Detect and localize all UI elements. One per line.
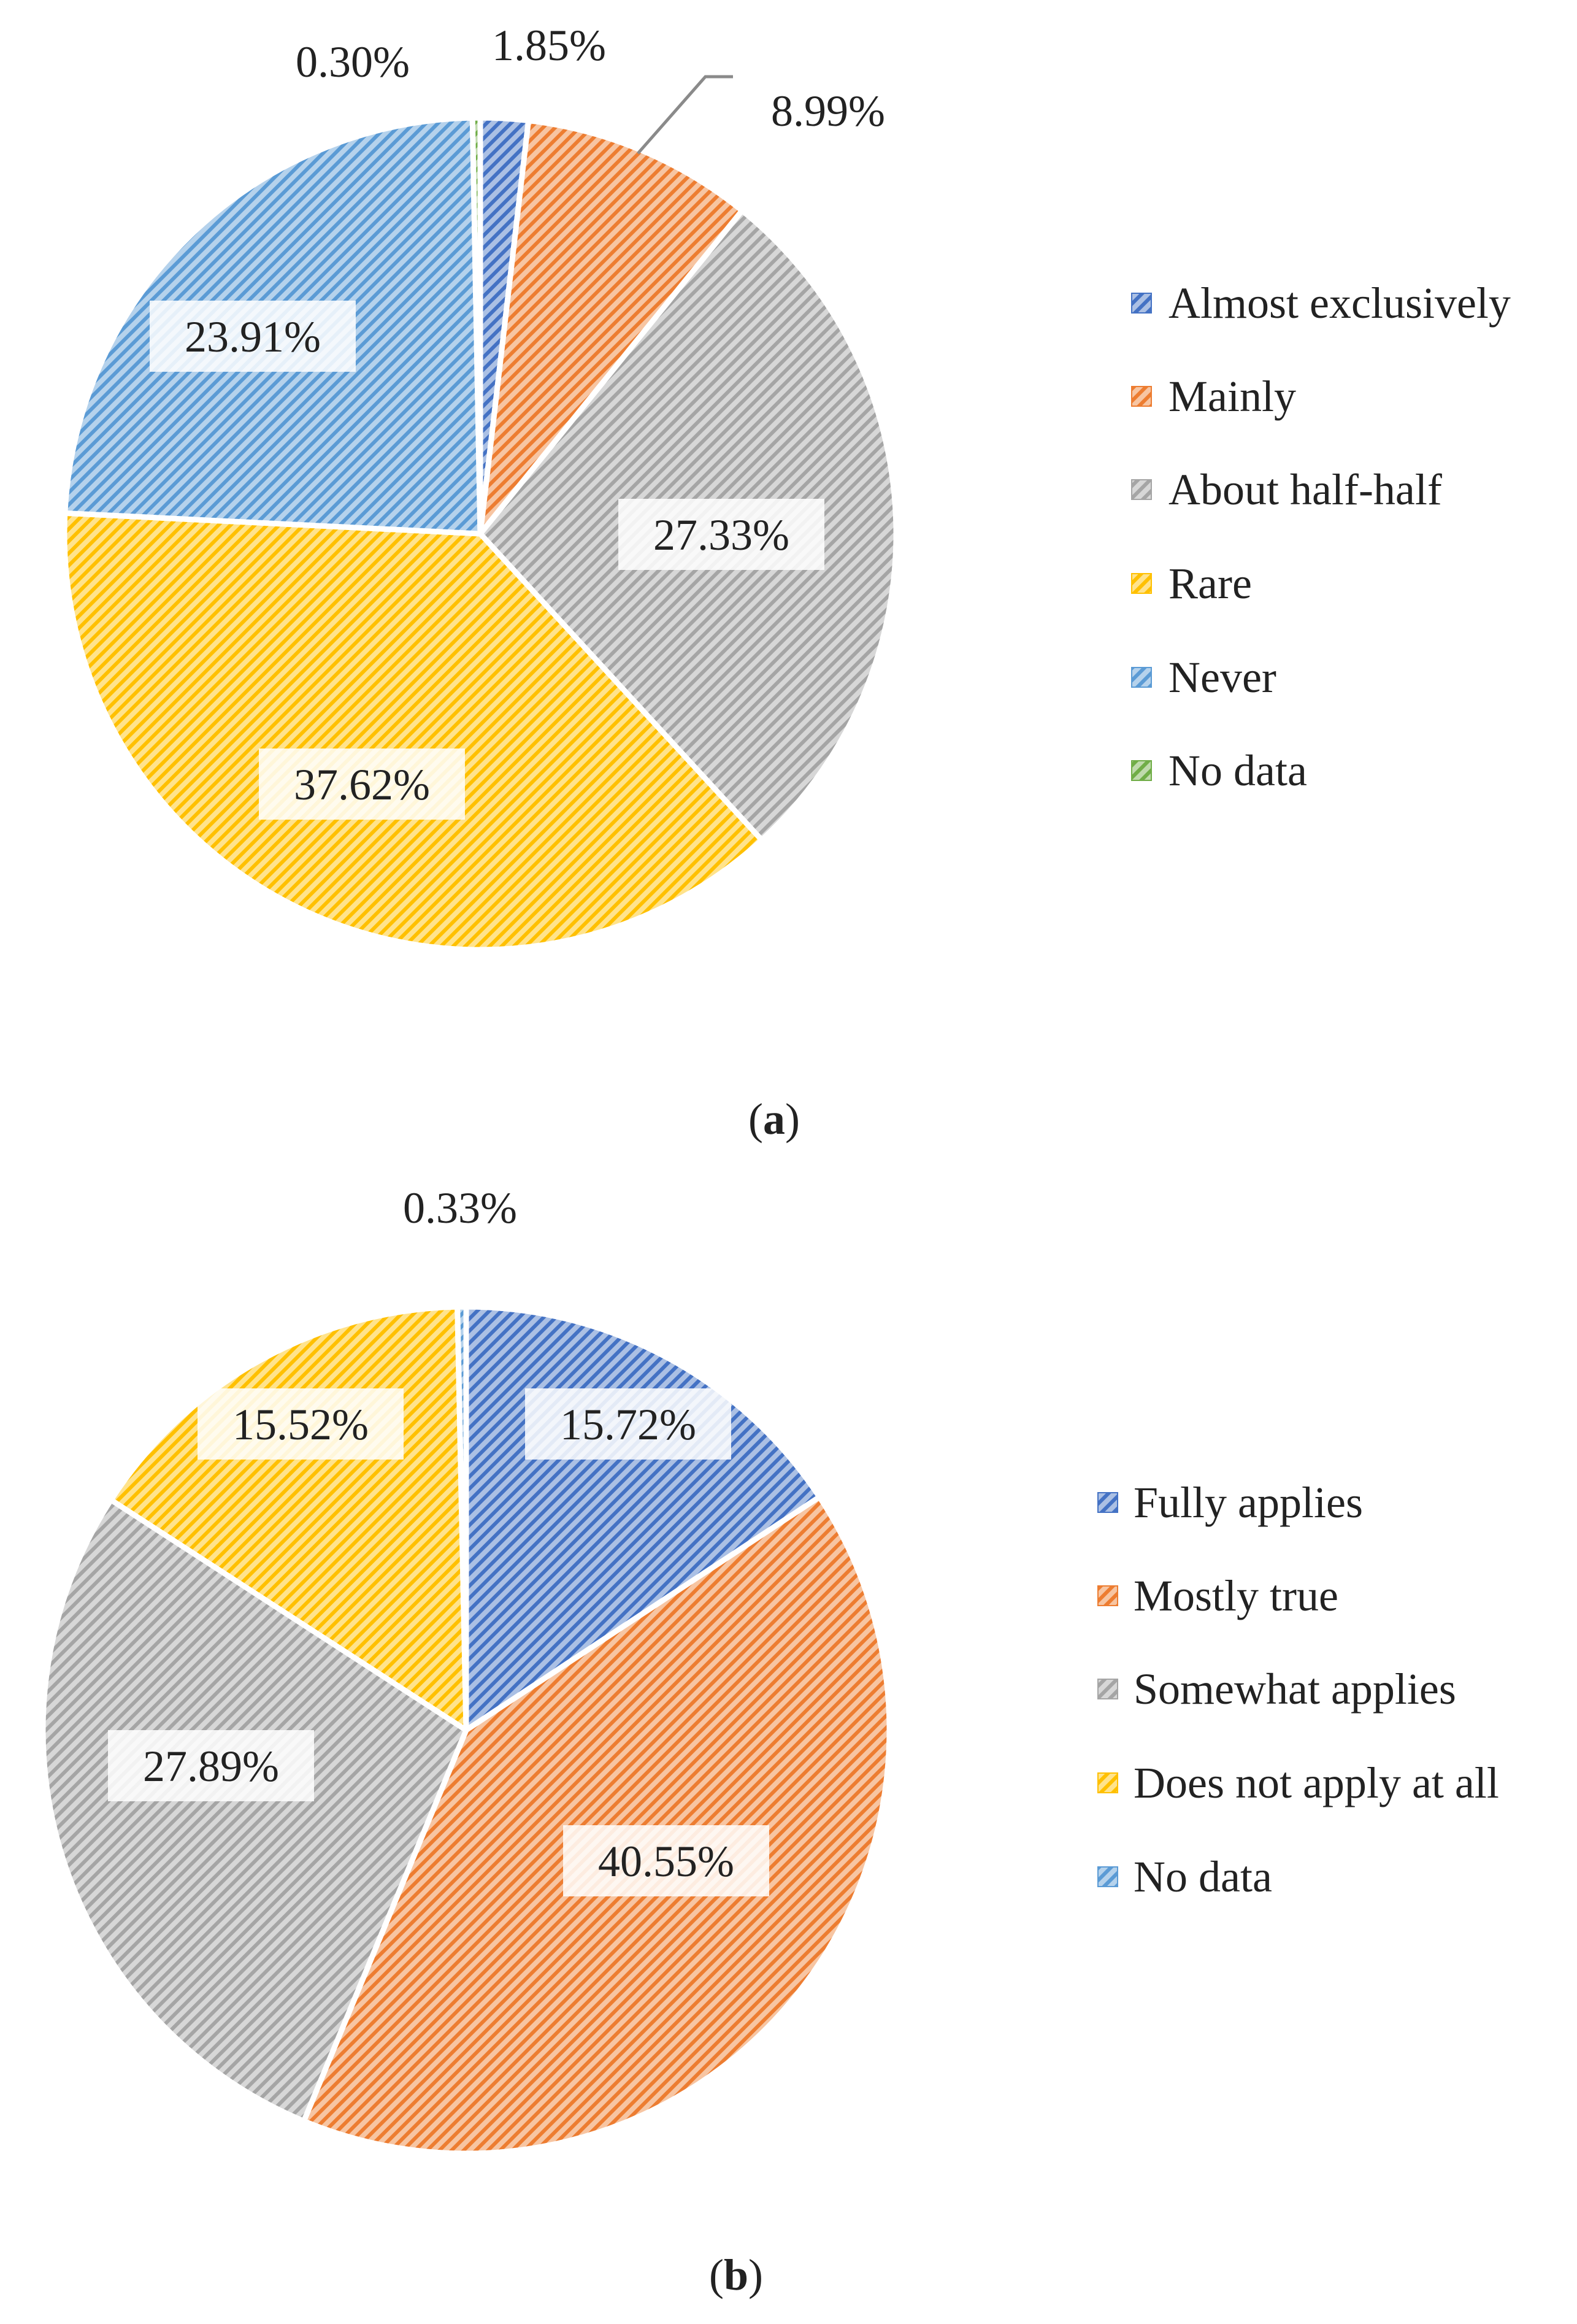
chart-b-label-bg-mostly-true — [563, 1825, 769, 1896]
chart-b-legend-item-does-not-apply: Does not apply at all — [1097, 1758, 1499, 1807]
chart-b-label-mostly-true: 40.55% — [598, 1837, 734, 1886]
chart-b-legend-label-no-data: No data — [1134, 1852, 1272, 1901]
chart-a-legend: Almost exclusively Mainly About half-hal… — [1131, 279, 1511, 795]
chart-b-legend-swatch-somewhat-applies — [1097, 1679, 1118, 1699]
chart-a-legend-swatch-no-data — [1131, 760, 1152, 781]
chart-b-legend-swatch-does-not-apply — [1097, 1772, 1118, 1793]
chart-b-label-does-not-apply: 15.52% — [232, 1400, 369, 1449]
chart-a: 1.85% 8.99% 27.33% 37.62% 23.91% 0.30% A… — [61, 21, 1511, 1144]
chart-a-legend-item-about-half-half: About half-half — [1131, 465, 1442, 514]
chart-a-legend-swatch-never — [1131, 667, 1152, 688]
chart-b-label-somewhat-applies: 27.89% — [143, 1742, 279, 1791]
chart-b-legend-swatch-no-data — [1097, 1866, 1118, 1887]
chart-a-label-never: 23.91% — [185, 312, 321, 361]
chart-b-label-fully-applies: 15.72% — [560, 1400, 696, 1449]
chart-a-legend-label-never: Never — [1168, 653, 1276, 702]
chart-a-legend-swatch-rare — [1131, 573, 1152, 594]
chart-a-label-no-data: 0.30% — [296, 37, 410, 87]
chart-a-labels: 1.85% 8.99% 27.33% 37.62% 23.91% 0.30% — [150, 21, 885, 820]
chart-a-legend-item-never: Never — [1131, 653, 1276, 702]
chart-b-labels: 15.72% 40.55% 27.89% 15.52% 0.33% — [108, 1183, 769, 1896]
chart-b-legend-label-fully-applies: Fully applies — [1134, 1478, 1363, 1527]
chart-b-legend-swatch-fully-applies — [1097, 1492, 1118, 1513]
chart-b-label-bg-does-not-apply — [198, 1388, 404, 1460]
chart-a-legend-label-rare: Rare — [1168, 559, 1252, 608]
chart-a-legend-label-about-half-half: About half-half — [1168, 465, 1442, 514]
chart-b-legend: Fully applies Mostly true Somewhat appli… — [1097, 1478, 1499, 1901]
chart-a-legend-label-no-data: No data — [1168, 746, 1307, 795]
chart-a-legend-swatch-mainly — [1131, 386, 1152, 407]
chart-a-legend-swatch-almost-exclusively — [1131, 293, 1152, 314]
chart-b-label-no-data: 0.33% — [403, 1183, 517, 1233]
chart-a-legend-item-almost-exclusively: Almost exclusively — [1131, 279, 1511, 328]
chart-b: 15.72% 40.55% 27.89% 15.52% 0.33% Fully … — [40, 1183, 1499, 2299]
chart-b-legend-item-mostly-true: Mostly true — [1097, 1571, 1338, 1620]
chart-a-legend-swatch-about-half-half — [1131, 479, 1152, 500]
chart-a-legend-item-no-data: No data — [1131, 746, 1307, 795]
chart-b-legend-item-fully-applies: Fully applies — [1097, 1478, 1363, 1527]
chart-a-label-mainly: 8.99% — [771, 87, 885, 136]
chart-a-label-bg-rare — [259, 748, 465, 820]
chart-b-slice-somewhat-applies — [40, 1497, 469, 2124]
chart-b-legend-label-does-not-apply: Does not apply at all — [1134, 1758, 1499, 1807]
chart-a-label-almost-exclusively: 1.85% — [492, 21, 606, 70]
chart-b-legend-item-no-data: No data — [1097, 1852, 1272, 1901]
chart-a-slice-no-data — [469, 115, 483, 537]
chart-a-label-about-half-half: 27.33% — [653, 510, 789, 560]
chart-b-label-bg-somewhat-applies — [108, 1730, 314, 1801]
chart-a-pie — [61, 115, 899, 953]
chart-a-leader-line — [637, 75, 733, 155]
chart-a-legend-item-mainly: Mainly — [1131, 372, 1296, 421]
chart-b-legend-item-somewhat-applies: Somewhat applies — [1097, 1664, 1456, 1714]
chart-b-slice-no-data — [455, 1304, 469, 1733]
chart-a-label-bg-never — [150, 301, 356, 372]
chart-b-legend-label-somewhat-applies: Somewhat applies — [1134, 1664, 1456, 1714]
chart-a-caption: (a) — [748, 1095, 800, 1144]
chart-b-label-bg-fully-applies — [525, 1388, 731, 1460]
chart-a-legend-label-mainly: Mainly — [1168, 372, 1296, 421]
chart-a-legend-item-rare: Rare — [1131, 559, 1252, 608]
chart-b-legend-swatch-mostly-true — [1097, 1585, 1118, 1606]
chart-a-label-rare: 37.62% — [294, 760, 430, 809]
chart-b-legend-label-mostly-true: Mostly true — [1134, 1571, 1338, 1620]
chart-a-slice-rare — [61, 510, 765, 953]
chart-b-slice-mostly-true — [301, 1494, 892, 2157]
chart-b-caption: (b) — [709, 2250, 763, 2299]
chart-a-legend-label-almost-exclusively: Almost exclusively — [1168, 279, 1511, 328]
chart-a-label-bg-about-half-half — [618, 499, 824, 570]
